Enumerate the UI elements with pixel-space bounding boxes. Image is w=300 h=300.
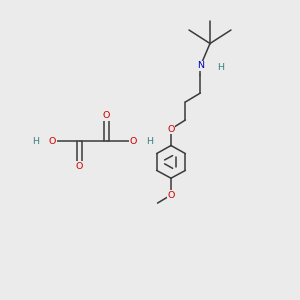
Text: N: N <box>197 61 204 70</box>
Text: O: O <box>167 190 175 200</box>
Text: O: O <box>49 136 56 146</box>
Text: O: O <box>167 124 175 134</box>
Text: H: H <box>32 136 40 146</box>
Text: H: H <box>217 63 224 72</box>
Text: O: O <box>76 162 83 171</box>
Text: O: O <box>130 136 137 146</box>
Text: O: O <box>103 111 110 120</box>
Text: H: H <box>146 136 154 146</box>
